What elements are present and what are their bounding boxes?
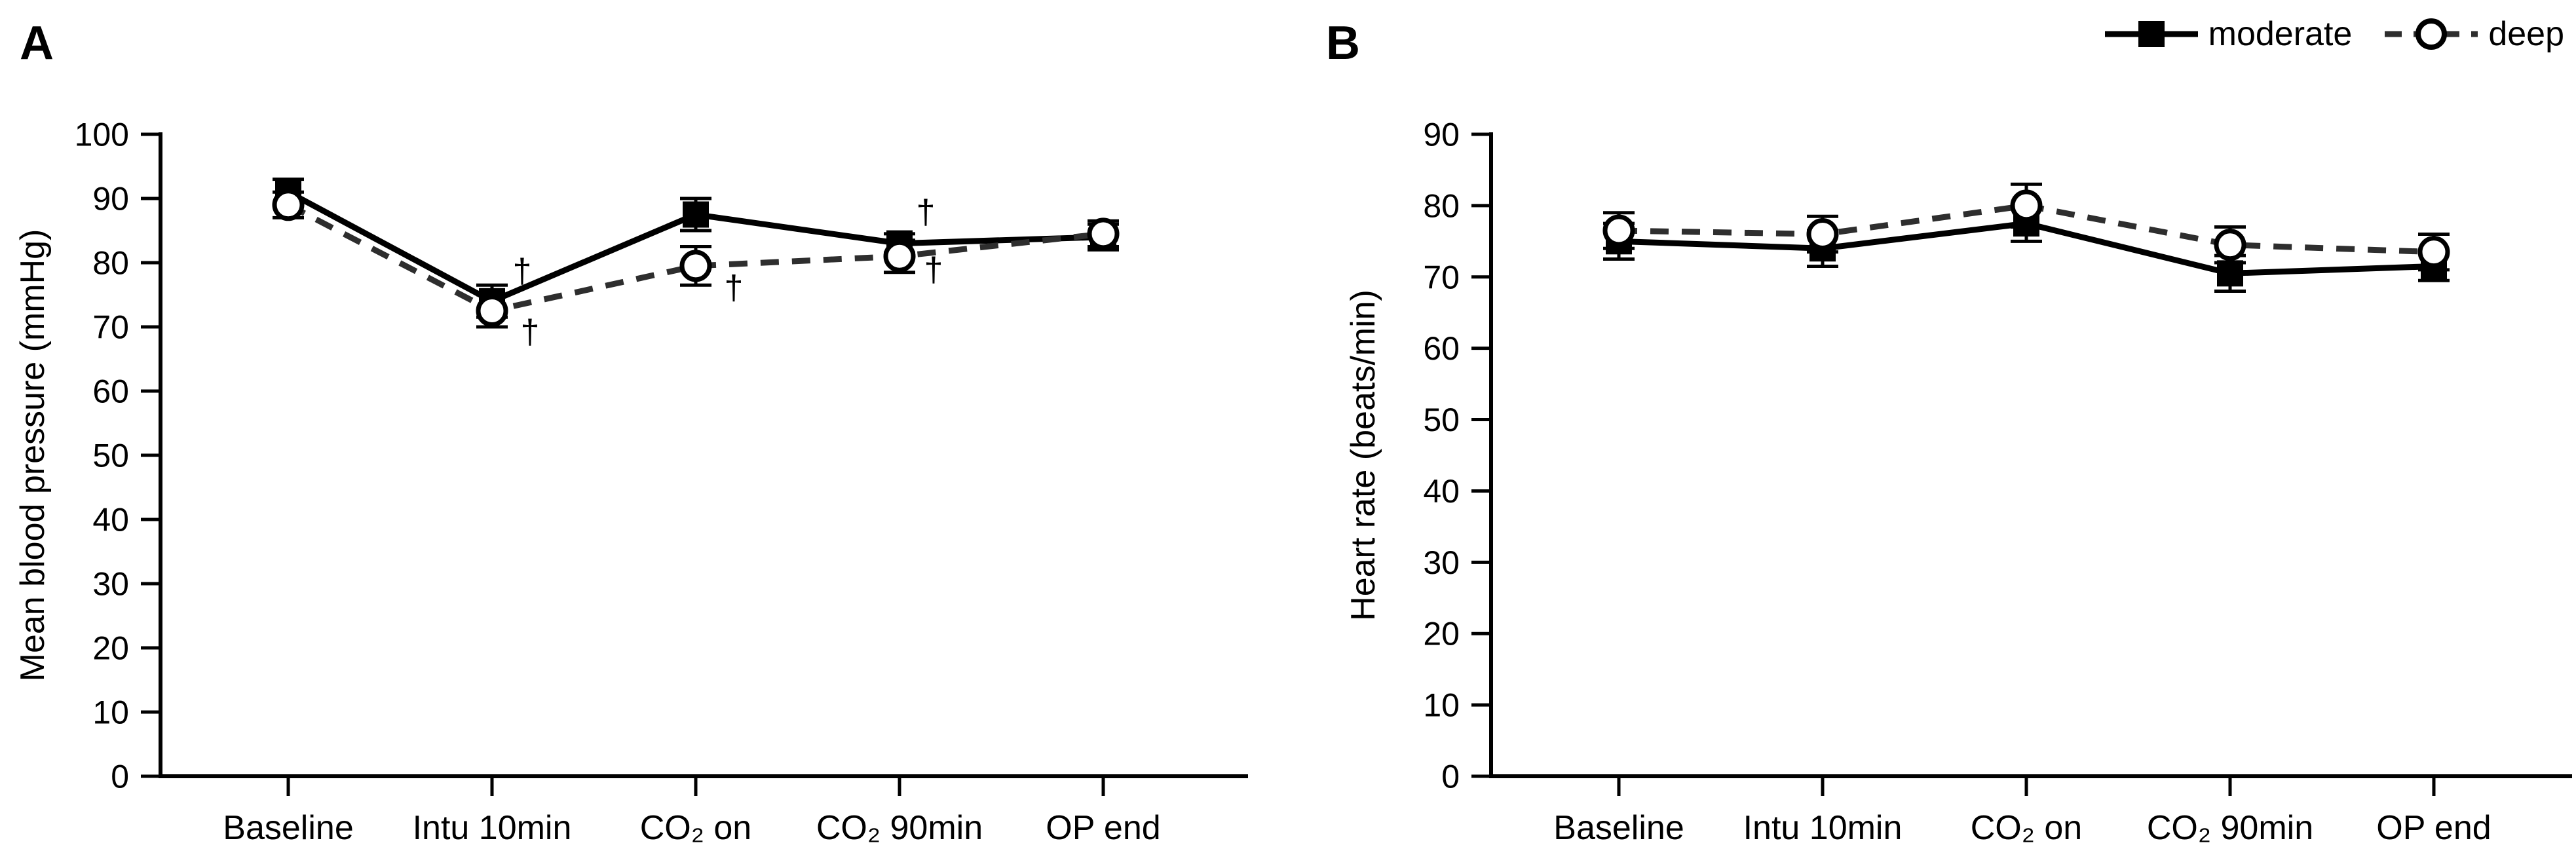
y-tick-label: 90 [1423, 117, 1460, 153]
x-tick-label: Baseline [223, 809, 353, 847]
x-tick-label: CO₂ 90min [816, 809, 983, 847]
x-tick-label: Intu 10min [413, 809, 572, 847]
marker-deep [2214, 229, 2246, 261]
y-tick-label: 80 [92, 245, 129, 282]
y-tick-label: 40 [1423, 473, 1460, 510]
dagger-annotation: † [513, 252, 532, 290]
panel-b-chart: 0 10 20 30 40 50 60 70 80 90 Baseline Intu 10min CO₂… [1344, 117, 2572, 847]
y-axis-title: Heart rate (beats/min) [1344, 290, 1382, 621]
y-tick-label: 0 [1441, 759, 1460, 795]
marker-deep [2010, 189, 2043, 222]
y-tick-label: 90 [92, 181, 129, 217]
legend-deep-label: deep [2488, 15, 2564, 53]
y-tick-label: 30 [1423, 544, 1460, 581]
marker-deep [476, 295, 508, 327]
y-tick-label: 20 [1423, 616, 1460, 652]
legend-moderate-label: moderate [2208, 15, 2353, 53]
y-tick-label: 0 [111, 759, 129, 795]
marker-deep [1602, 214, 1635, 247]
y-tick-label: 70 [92, 309, 129, 346]
marker-deep [1806, 217, 1839, 250]
panel-a-chart: 0 10 20 30 40 50 60 70 80 90 100 Baseline Intu 10min… [14, 117, 1248, 847]
y-tick-label: 10 [92, 694, 129, 731]
legend-item-deep: deep [2382, 17, 2564, 51]
marker-deep [272, 189, 305, 221]
dagger-annotation: † [725, 269, 744, 307]
x-tick-label: OP end [1046, 809, 1160, 847]
legend-moderate-marker-icon [2104, 21, 2198, 47]
marker-deep [679, 250, 712, 282]
y-tick-label: 30 [92, 566, 129, 603]
legend-deep-marker-icon [2385, 18, 2478, 50]
y-tick-label: 80 [1423, 187, 1460, 224]
x-tick-label: CO₂ on [640, 809, 751, 847]
legend: moderate deep [2102, 17, 2564, 51]
marker-moderate [683, 201, 709, 228]
y-tick-label: 10 [1423, 687, 1460, 724]
x-tick-label: OP end [2376, 809, 2491, 847]
y-tick-label: 100 [75, 117, 129, 153]
panel-a-label: A [20, 17, 54, 69]
x-tick-label: Intu 10min [1743, 809, 1903, 847]
panel-b: B 0 10 20 30 40 50 60 70 80 90 Baseline Intu 10min C… [1288, 0, 2576, 847]
x-tick-label: CO₂ on [1971, 809, 2082, 847]
y-tick-label: 60 [92, 373, 129, 410]
x-tick-label: CO₂ 90min [2147, 809, 2313, 847]
dagger-annotation: † [521, 313, 540, 351]
legend-item-moderate: moderate [2102, 15, 2353, 53]
panel-a: A 0 10 20 30 40 50 60 70 80 90 100 Baseline Intu 10m… [14, 17, 1248, 847]
marker-moderate [2217, 260, 2243, 287]
dagger-annotation: † [924, 251, 943, 289]
y-tick-label: 70 [1423, 259, 1460, 295]
x-tick-label: Baseline [1553, 809, 1684, 847]
panel-b-label: B [1326, 17, 1360, 69]
y-axis-title: Mean blood pressure (mmHg) [14, 229, 52, 682]
y-tick-label: 60 [1423, 330, 1460, 367]
y-tick-label: 50 [1423, 402, 1460, 438]
dagger-annotation: † [917, 193, 936, 231]
marker-deep [883, 240, 916, 273]
y-tick-label: 50 [92, 438, 129, 474]
y-tick-label: 40 [92, 502, 129, 538]
y-tick-label: 20 [92, 630, 129, 667]
marker-deep [1087, 217, 1120, 250]
marker-deep [2417, 236, 2450, 269]
